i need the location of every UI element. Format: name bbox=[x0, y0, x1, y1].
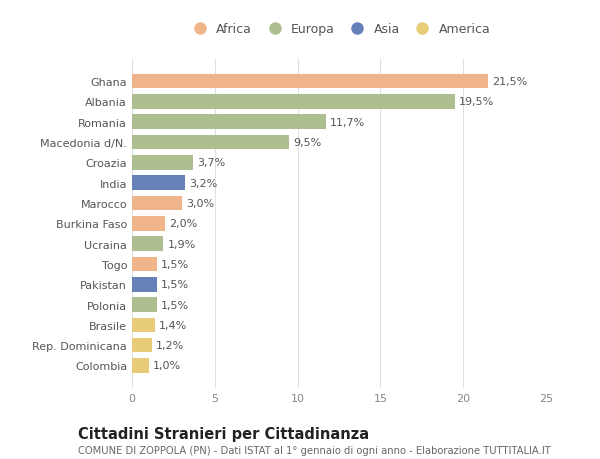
Bar bbox=[132, 297, 157, 312]
Text: 1,0%: 1,0% bbox=[152, 361, 181, 370]
Text: Cittadini Stranieri per Cittadinanza: Cittadini Stranieri per Cittadinanza bbox=[78, 426, 369, 441]
Text: 1,4%: 1,4% bbox=[160, 320, 188, 330]
Bar bbox=[132, 95, 455, 109]
Bar bbox=[132, 115, 326, 130]
Bar bbox=[132, 75, 488, 89]
Bar bbox=[132, 217, 165, 231]
Text: 1,5%: 1,5% bbox=[161, 280, 189, 290]
Text: 21,5%: 21,5% bbox=[492, 77, 527, 87]
Text: 2,0%: 2,0% bbox=[169, 219, 197, 229]
Text: 3,7%: 3,7% bbox=[197, 158, 226, 168]
Bar bbox=[132, 257, 157, 272]
Bar bbox=[132, 196, 182, 211]
Text: 3,2%: 3,2% bbox=[189, 178, 217, 188]
Text: 3,0%: 3,0% bbox=[186, 198, 214, 208]
Text: 11,7%: 11,7% bbox=[330, 118, 365, 128]
Text: 9,5%: 9,5% bbox=[293, 138, 322, 148]
Text: 1,9%: 1,9% bbox=[167, 239, 196, 249]
Text: 1,5%: 1,5% bbox=[161, 259, 189, 269]
Text: COMUNE DI ZOPPOLA (PN) - Dati ISTAT al 1° gennaio di ogni anno - Elaborazione TU: COMUNE DI ZOPPOLA (PN) - Dati ISTAT al 1… bbox=[78, 445, 551, 455]
Bar bbox=[132, 156, 193, 170]
Bar bbox=[132, 277, 157, 292]
Legend: Africa, Europa, Asia, America: Africa, Europa, Asia, America bbox=[188, 23, 490, 36]
Bar bbox=[132, 135, 289, 150]
Bar bbox=[132, 318, 155, 332]
Text: 19,5%: 19,5% bbox=[459, 97, 494, 107]
Bar bbox=[132, 358, 149, 373]
Bar bbox=[132, 338, 152, 353]
Bar bbox=[132, 176, 185, 190]
Text: 1,5%: 1,5% bbox=[161, 300, 189, 310]
Text: 1,2%: 1,2% bbox=[156, 341, 184, 350]
Bar bbox=[132, 237, 163, 252]
